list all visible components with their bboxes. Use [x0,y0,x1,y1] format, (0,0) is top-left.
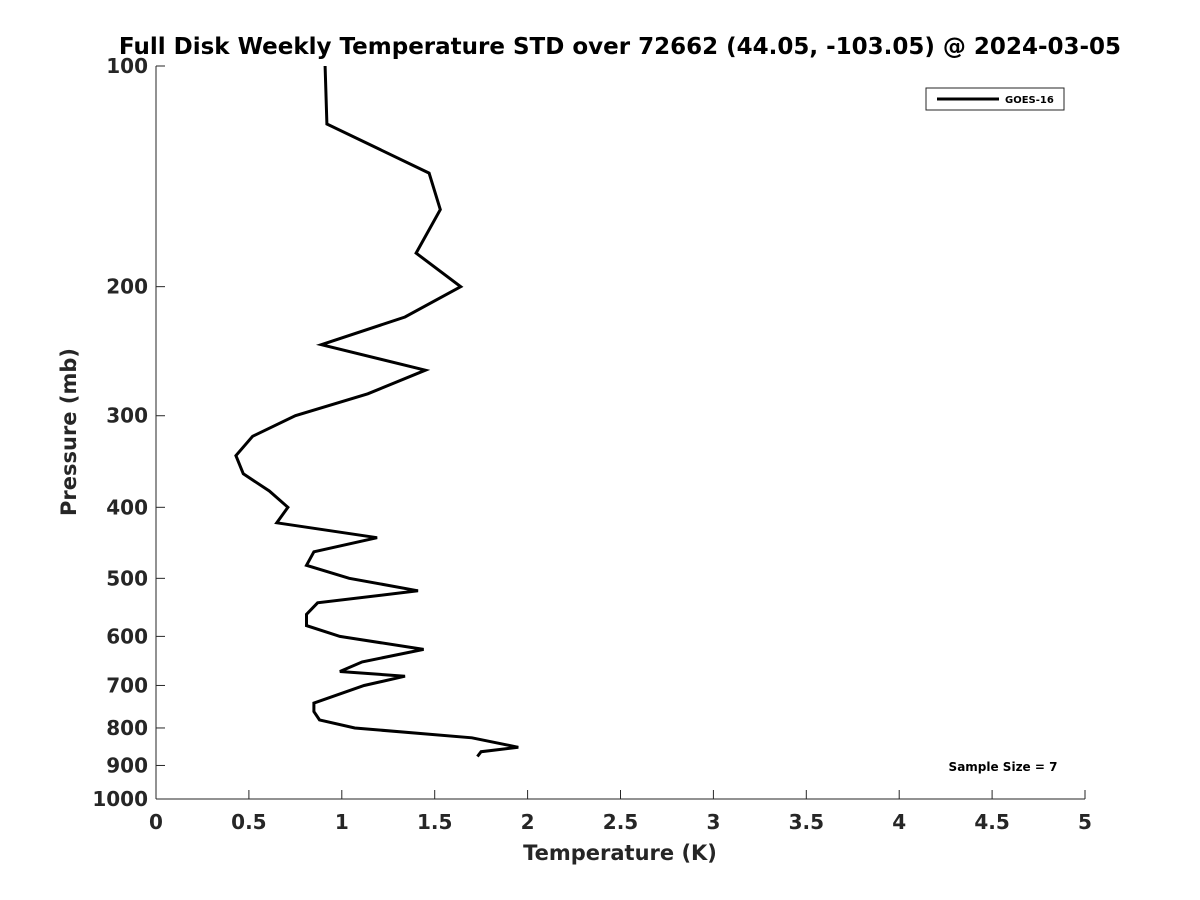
axes [155,66,1085,800]
y-tick-label: 1000 [92,787,148,811]
y-tick-label: 700 [106,673,148,697]
y-tick-label: 100 [106,54,148,78]
ticks: 0 0.5 1 1.5 2 2.5 3 3.5 4 4.5 5 100 200 300 400 500 600 7… [92,54,1092,834]
x-tick-label: 2 [521,810,535,834]
x-tick-label: 1 [335,810,349,834]
y-tick-label: 300 [106,404,148,428]
x-tick-label: 5 [1078,810,1092,834]
sample-size-annotation: Sample Size = 7 [949,760,1058,774]
y-tick-label: 600 [106,624,148,648]
x-tick-label: 4.5 [974,810,1009,834]
chart-title: Full Disk Weekly Temperature STD over 72… [119,34,1121,60]
x-tick-label: 0.5 [231,810,266,834]
y-axis-label: Pressure (mb) [57,348,81,516]
y-tick-label: 400 [106,495,148,519]
x-tick-label: 4 [892,810,906,834]
x-tick-label: 3 [706,810,720,834]
y-tick-label: 900 [106,753,148,777]
legend-label-goes-16: GOES-16 [1005,95,1054,106]
y-tick-label: 500 [106,566,148,590]
y-tick-label: 200 [106,275,148,299]
series-line-goes-16 [234,65,519,758]
x-axis-label: Temperature (K) [523,841,717,865]
series-lines [234,65,519,758]
x-tick-label: 0 [149,810,163,834]
x-tick-label: 2.5 [603,810,638,834]
y-tick-label: 800 [106,716,148,740]
x-tick-label: 1.5 [417,810,452,834]
x-tick-label: 3.5 [789,810,824,834]
legend: GOES-16 [925,87,1065,111]
